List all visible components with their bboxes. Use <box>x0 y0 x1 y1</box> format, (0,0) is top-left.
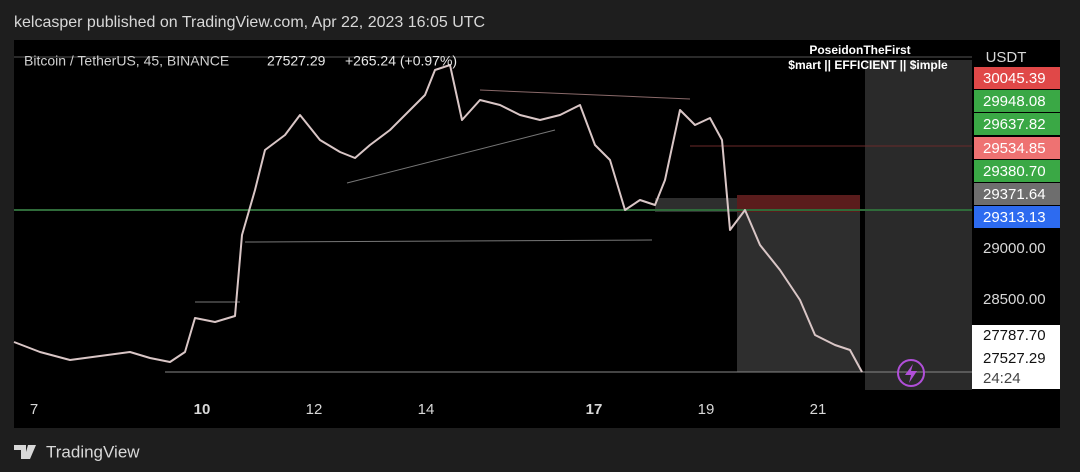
current-price-label: 27527.29 <box>983 350 1046 367</box>
price-badge-label: 30045.39 <box>983 70 1046 87</box>
time-label: 12 <box>306 401 323 418</box>
price-change: +265.24 (+0.97%) <box>345 53 457 69</box>
price-badge <box>974 160 1060 182</box>
author: PoseidonTheFirst <box>809 43 910 57</box>
current-price-label: 27787.70 <box>983 327 1046 344</box>
price-badge-label: 29313.13 <box>983 209 1046 226</box>
price-badge-label: 29948.08 <box>983 93 1046 110</box>
price-badge <box>974 90 1060 112</box>
time-label: 17 <box>586 401 603 418</box>
supply-zone <box>737 195 860 212</box>
price-badge <box>974 183 1060 205</box>
price-badge <box>974 206 1060 228</box>
time-label: 14 <box>418 401 435 418</box>
motto: $mart || EFFICIENT || $imple <box>788 58 948 72</box>
range-box <box>737 195 860 372</box>
price-badge-label: 29371.64 <box>983 186 1046 203</box>
brand-logo <box>14 445 36 459</box>
price-badge-label: 29380.70 <box>983 163 1046 180</box>
trend-line <box>479 89 691 100</box>
alert-bolt <box>905 364 917 383</box>
price-badge <box>974 137 1060 159</box>
price-badge-label: 29637.82 <box>983 116 1046 133</box>
price-level-label: 28500.00 <box>983 291 1046 308</box>
demand-zone <box>655 198 737 212</box>
last-price: 27527.29 <box>267 53 326 69</box>
publisher-line: kelcasper published on TradingView.com, … <box>14 14 485 31</box>
price-badge <box>974 113 1060 135</box>
price-badge <box>974 67 1060 89</box>
future-zone <box>865 60 972 390</box>
time-label: 10 <box>194 401 211 418</box>
time-label: 7 <box>30 401 38 418</box>
price-badge-label: 29534.85 <box>983 140 1046 157</box>
brand: TradingView <box>46 442 140 461</box>
price-trace <box>13 64 863 373</box>
price-level-label: 29000.00 <box>983 240 1046 257</box>
time-label: 21 <box>810 401 827 418</box>
axis-unit: USDT <box>986 49 1027 66</box>
time-label: 19 <box>698 401 715 418</box>
current-price-label: 24:24 <box>983 370 1021 387</box>
current-price-box <box>972 325 1060 389</box>
alert-icon[interactable] <box>897 359 925 387</box>
symbol: Bitcoin / TetherUS, 45, BINANCE <box>24 53 229 69</box>
trend-line <box>244 239 653 243</box>
trend-line <box>346 129 556 184</box>
